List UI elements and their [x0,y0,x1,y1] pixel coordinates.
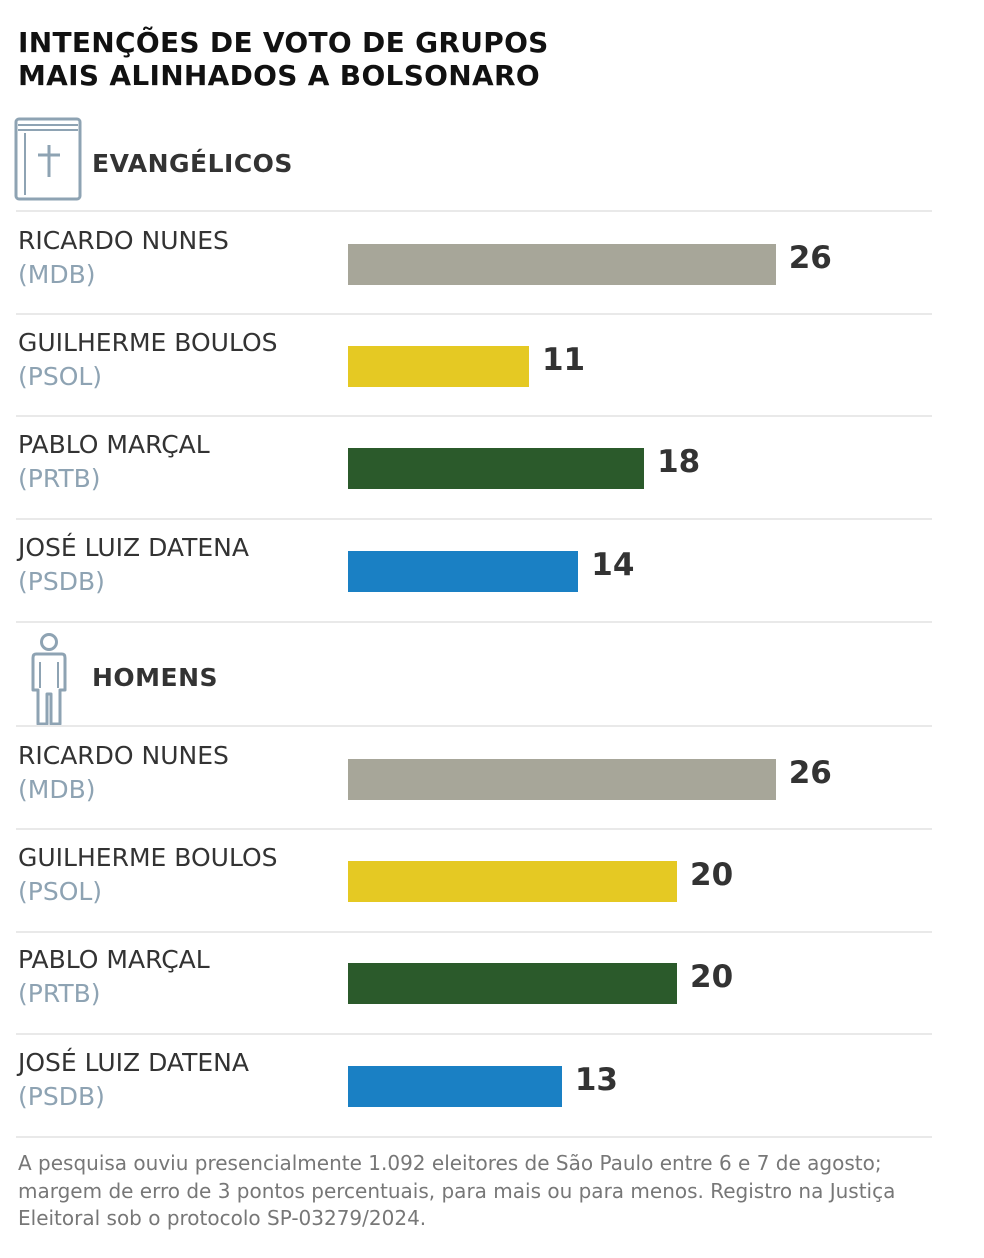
data-label: 26 [788,240,832,276]
candidate-name: PABLO MARÇAL [18,430,210,459]
bar [348,244,776,285]
bar [348,551,579,592]
bar-row: PABLO MARÇAL (PRTB) 18 [0,416,984,516]
bar-row: RICARDO NUNES (MDB) 26 [0,727,984,827]
divider [16,621,932,623]
bar-row: RICARDO NUNES (MDB) 26 [0,212,984,312]
divider [16,518,932,520]
data-label: 14 [591,547,635,583]
man-icon [31,633,67,726]
data-label: 11 [541,342,586,378]
bar [348,1066,562,1107]
chart-title-line-1: INTENÇÕES DE VOTO DE GRUPOS [18,26,549,59]
data-label: 20 [690,959,734,995]
candidate-party: (PSOL) [18,877,103,906]
candidate-party: (PRTB) [18,464,101,493]
candidate-name: PABLO MARÇAL [18,945,210,974]
divider [16,415,932,417]
candidate-party: (MDB) [18,260,96,289]
candidate-party: (PSDB) [18,567,105,596]
bible-icon [14,117,82,201]
chart-title: INTENÇÕES DE VOTO DE GRUPOS MAIS ALINHAD… [18,26,958,92]
candidate-name: RICARDO NUNES [18,226,229,255]
bar-row: GUILHERME BOULOS (PSOL) 11 [0,314,984,414]
divider [16,210,932,212]
divider [16,931,932,933]
footnote: A pesquisa ouviu presencialmente 1.092 e… [18,1151,896,1230]
candidate-party: (PRTB) [18,979,101,1008]
bar-row: GUILHERME BOULOS (PSOL) 20 [0,829,984,929]
data-label: 18 [657,444,701,480]
bar [348,759,776,800]
candidate-party: (PSDB) [18,1082,105,1111]
chart-title-line-2: MAIS ALINHADOS A BOLSONARO [18,59,540,92]
data-label: 13 [574,1062,618,1098]
group-label-evangelicos: EVANGÉLICOS [92,149,293,178]
data-label: 20 [690,857,734,893]
bar-row: PABLO MARÇAL (PRTB) 20 [0,931,984,1031]
bar [348,963,677,1004]
candidate-name: JOSÉ LUIZ DATENA [18,1048,249,1077]
bar-row: JOSÉ LUIZ DATENA (PSDB) 13 [0,1034,984,1134]
candidate-name: RICARDO NUNES [18,741,229,770]
candidate-name: GUILHERME BOULOS [18,843,278,872]
divider [16,1136,932,1138]
data-label: 26 [788,755,832,791]
candidate-party: (PSOL) [18,362,103,391]
candidate-name: JOSÉ LUIZ DATENA [18,533,249,562]
bar [348,346,529,387]
group-label-homens: HOMENS [92,663,219,692]
bar [348,448,645,489]
divider [16,313,932,315]
candidate-party: (MDB) [18,775,96,804]
divider [16,1033,932,1035]
divider [16,828,932,830]
divider [16,725,932,727]
bar-row: JOSÉ LUIZ DATENA (PSDB) 14 [0,519,984,619]
candidate-name: GUILHERME BOULOS [18,328,278,357]
bar [348,861,677,902]
